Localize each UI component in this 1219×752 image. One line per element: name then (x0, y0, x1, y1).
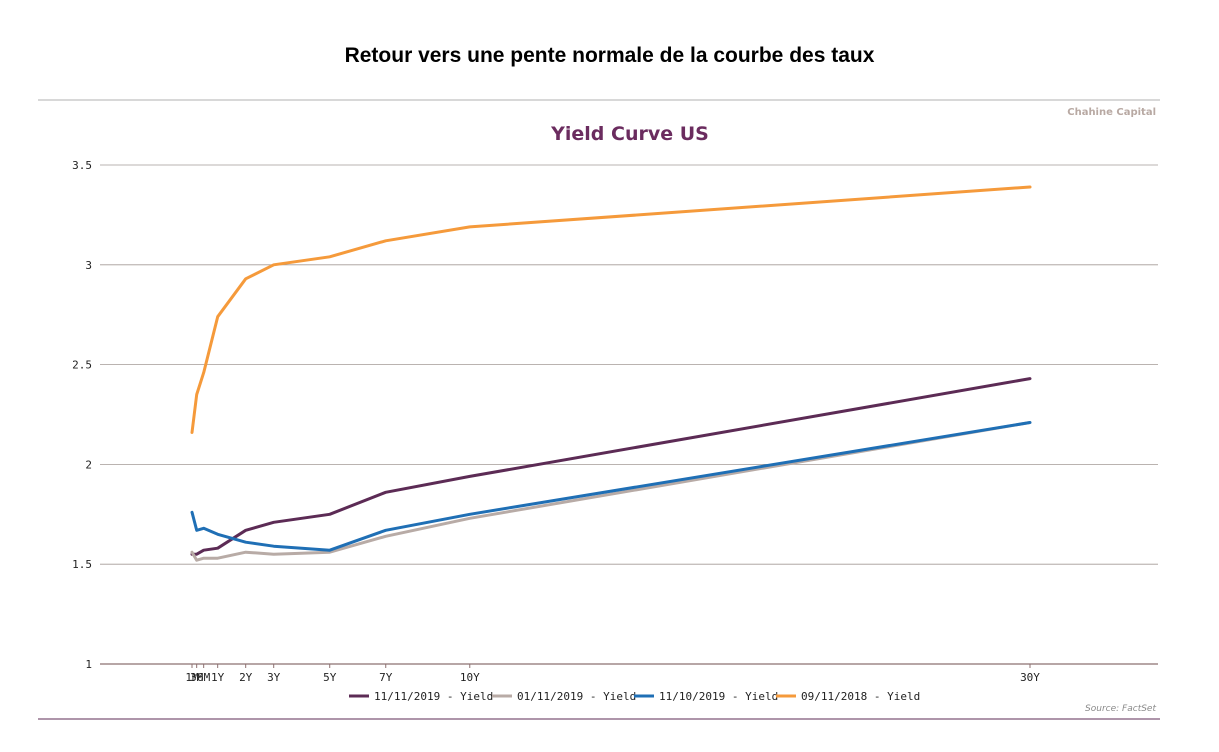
x-tick-label: 1Y (211, 671, 225, 684)
series-line-1 (190, 377, 1032, 556)
x-tick-label: 2Y (239, 671, 253, 684)
page-title: Retour vers une pente normale de la cour… (344, 44, 875, 67)
legend-item: 11/11/2019 - Yield (349, 690, 493, 703)
y-tick-label: 2 (85, 458, 92, 471)
x-tick-label: 3Y (267, 671, 281, 684)
series-line-3 (190, 421, 1032, 552)
legend-label: 11/10/2019 - Yield (659, 690, 778, 703)
y-tick-label: 2.5 (72, 359, 92, 372)
legend-item: 11/10/2019 - Yield (634, 690, 778, 703)
x-tick-label: 1M (185, 671, 199, 684)
legend-item: 01/11/2019 - Yield (492, 690, 636, 703)
legend-label: 01/11/2019 - Yield (517, 690, 636, 703)
y-tick-label: 1.5 (72, 558, 92, 571)
y-axis-ticks: 1 1.5 2 2.5 3 3.5 (72, 159, 92, 671)
chart-title: Yield Curve US (550, 123, 709, 145)
legend-label: 11/11/2019 - Yield (374, 690, 493, 703)
brand-label: Chahine Capital (1067, 107, 1156, 118)
y-tick-label: 1 (85, 658, 92, 671)
x-tick-label: 7Y (379, 671, 393, 684)
legend: 11/11/2019 - Yield 01/11/2019 - Yield 11/1… (349, 690, 920, 703)
x-tick-label: 30Y (1020, 671, 1040, 684)
x-tick-label: 5Y (323, 671, 337, 684)
x-tick-label: 6M (197, 671, 211, 684)
legend-label: 09/11/2018 - Yield (801, 690, 920, 703)
x-tick-label: 3M (190, 671, 204, 684)
legend-item: 09/11/2018 - Yield (776, 690, 920, 703)
y-tick-label: 3.5 (72, 159, 92, 172)
x-tick-label: 10Y (460, 671, 480, 684)
source-note: Source: FactSet (1085, 704, 1156, 714)
gridlines (100, 164, 1158, 665)
series-line-4 (190, 185, 1032, 434)
series-line-2 (190, 421, 1032, 562)
series-lines (190, 185, 1032, 562)
y-tick-label: 3 (85, 259, 92, 272)
